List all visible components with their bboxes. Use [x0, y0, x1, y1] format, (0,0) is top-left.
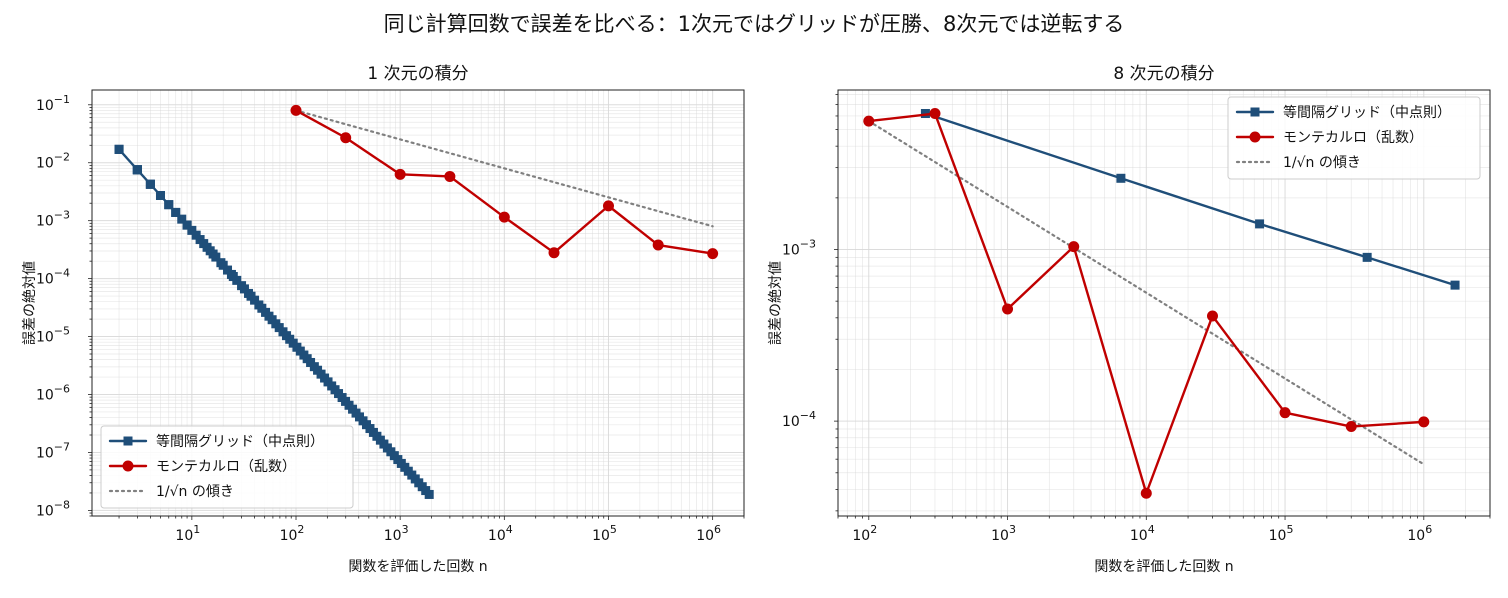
legend-item: 1/√n の傾き — [1235, 155, 1361, 171]
y-tick-label: 10−1 — [36, 93, 70, 114]
data-point-circle — [1206, 310, 1218, 322]
series-line — [294, 109, 714, 228]
y-tick-label: 10−7 — [36, 440, 70, 461]
y-tick-label: 10−3 — [36, 209, 70, 230]
data-point-square — [424, 489, 434, 499]
series-reference — [294, 109, 714, 228]
legend-marker-square — [123, 436, 133, 446]
y-tick-label: 10−2 — [36, 151, 70, 172]
x-tick-label: 101 — [175, 523, 200, 544]
data-point-square — [239, 284, 249, 294]
legend-item: 等間隔グリッド（中点則） — [108, 433, 324, 450]
chart-panel-1: 101 102 103 104 105 106 10−8 10−7 10−6 10−5 10−4 10… — [22, 64, 745, 575]
x-tick-label: 102 — [280, 523, 305, 544]
data-point-square — [1450, 280, 1460, 290]
data-point-square — [218, 260, 228, 270]
plot-frame — [837, 89, 1491, 517]
data-point-square — [155, 190, 165, 200]
x-tick-label: 102 — [852, 523, 877, 544]
series-monte-carlo — [290, 104, 719, 260]
data-point-square — [145, 179, 155, 189]
y-tick-label: 10−5 — [36, 325, 70, 346]
data-point-circle — [498, 211, 510, 223]
x-tick-label: 103 — [991, 523, 1016, 544]
data-point-circle — [548, 247, 560, 259]
x-axis-label: 関数を評価した回数 n — [348, 559, 487, 575]
data-point-circle — [602, 200, 614, 212]
data-point-circle — [444, 170, 456, 182]
legend-item: 1/√n の傾き — [108, 484, 234, 500]
x-tick-label: 104 — [488, 523, 513, 544]
data-point-square — [1116, 173, 1126, 183]
legend-marker-circle — [1249, 131, 1261, 143]
data-point-square — [171, 207, 181, 217]
data-point-square — [164, 200, 174, 210]
y-axis-label: 誤差の絶対値 — [22, 261, 38, 345]
data-point-circle — [1002, 303, 1014, 315]
data-point-circle — [1279, 407, 1291, 419]
legend-box — [1227, 96, 1481, 180]
data-point-circle — [929, 108, 941, 120]
plot-frame — [91, 89, 745, 517]
y-tick-label: 10−6 — [36, 383, 70, 404]
data-point-circle — [1140, 487, 1152, 499]
y-axis-label: 誤差の絶対値 — [768, 261, 784, 345]
legend-item: モンテカルロ（乱数） — [108, 459, 296, 475]
figure-suptitle: 同じ計算回数で誤差を比べる：1次元ではグリッドが圧勝、8次元では逆転する — [383, 12, 1125, 36]
data-point-circle — [340, 132, 352, 144]
data-point-circle — [1418, 416, 1430, 428]
data-point-square — [132, 165, 142, 175]
chart-title: 8 次元の積分 — [1113, 64, 1214, 84]
data-point-circle — [863, 115, 875, 127]
x-tick-label: 105 — [1269, 523, 1294, 544]
data-point-square — [1362, 252, 1372, 262]
x-tick-label: 106 — [1407, 523, 1432, 544]
y-tick-label: 10−4 — [36, 267, 70, 288]
data-point-circle — [394, 168, 406, 180]
legend-label: 1/√n の傾き — [1283, 155, 1361, 171]
chart-panel-2: 102 103 104 105 106 10−4 10−3 8 次元の積分関数を評価した回数 … — [768, 64, 1491, 575]
legend-marker-circle — [122, 460, 134, 472]
y-tick-label: 10−4 — [782, 409, 816, 430]
y-tick-label: 10−3 — [782, 238, 816, 259]
x-tick-label: 105 — [592, 523, 617, 544]
legend-label: モンテカルロ（乱数） — [1283, 130, 1423, 146]
data-point-square — [177, 214, 187, 224]
legend: 等間隔グリッド（中点則） モンテカルロ（乱数） 1/√n の傾き — [1227, 96, 1481, 180]
data-point-square — [232, 275, 242, 285]
data-point-square — [114, 144, 124, 154]
data-point-square — [250, 295, 260, 305]
legend-label: 1/√n の傾き — [156, 484, 234, 500]
legend-label: 等間隔グリッド（中点則） — [1283, 104, 1451, 121]
data-point-square — [1255, 219, 1265, 229]
series-grid — [114, 144, 434, 499]
legend-item: 等間隔グリッド（中点則） — [1235, 104, 1451, 121]
data-point-square — [211, 252, 221, 262]
data-point-circle — [707, 248, 719, 260]
data-point-square — [182, 220, 192, 230]
series-monte-carlo — [863, 108, 1430, 499]
y-tick-label: 10−8 — [36, 498, 70, 519]
legend: 等間隔グリッド（中点則） モンテカルロ（乱数） 1/√n の傾き — [100, 425, 354, 509]
series-line — [867, 119, 1425, 466]
x-axis-label: 関数を評価した回数 n — [1094, 559, 1233, 575]
legend-label: 等間隔グリッド（中点則） — [156, 433, 324, 450]
data-point-square — [187, 225, 197, 235]
legend-item: モンテカルロ（乱数） — [1235, 130, 1423, 146]
series-reference — [867, 119, 1425, 466]
data-point-circle — [652, 239, 664, 251]
x-tick-label: 103 — [384, 523, 409, 544]
x-tick-label: 106 — [696, 523, 721, 544]
data-point-circle — [290, 104, 302, 116]
chart-title: 1 次元の積分 — [367, 64, 468, 84]
legend-marker-square — [1250, 107, 1260, 117]
data-point-circle — [1345, 421, 1357, 433]
legend-box — [100, 425, 354, 509]
legend-label: モンテカルロ（乱数） — [156, 459, 296, 475]
data-point-circle — [1068, 241, 1080, 253]
x-tick-label: 104 — [1130, 523, 1155, 544]
